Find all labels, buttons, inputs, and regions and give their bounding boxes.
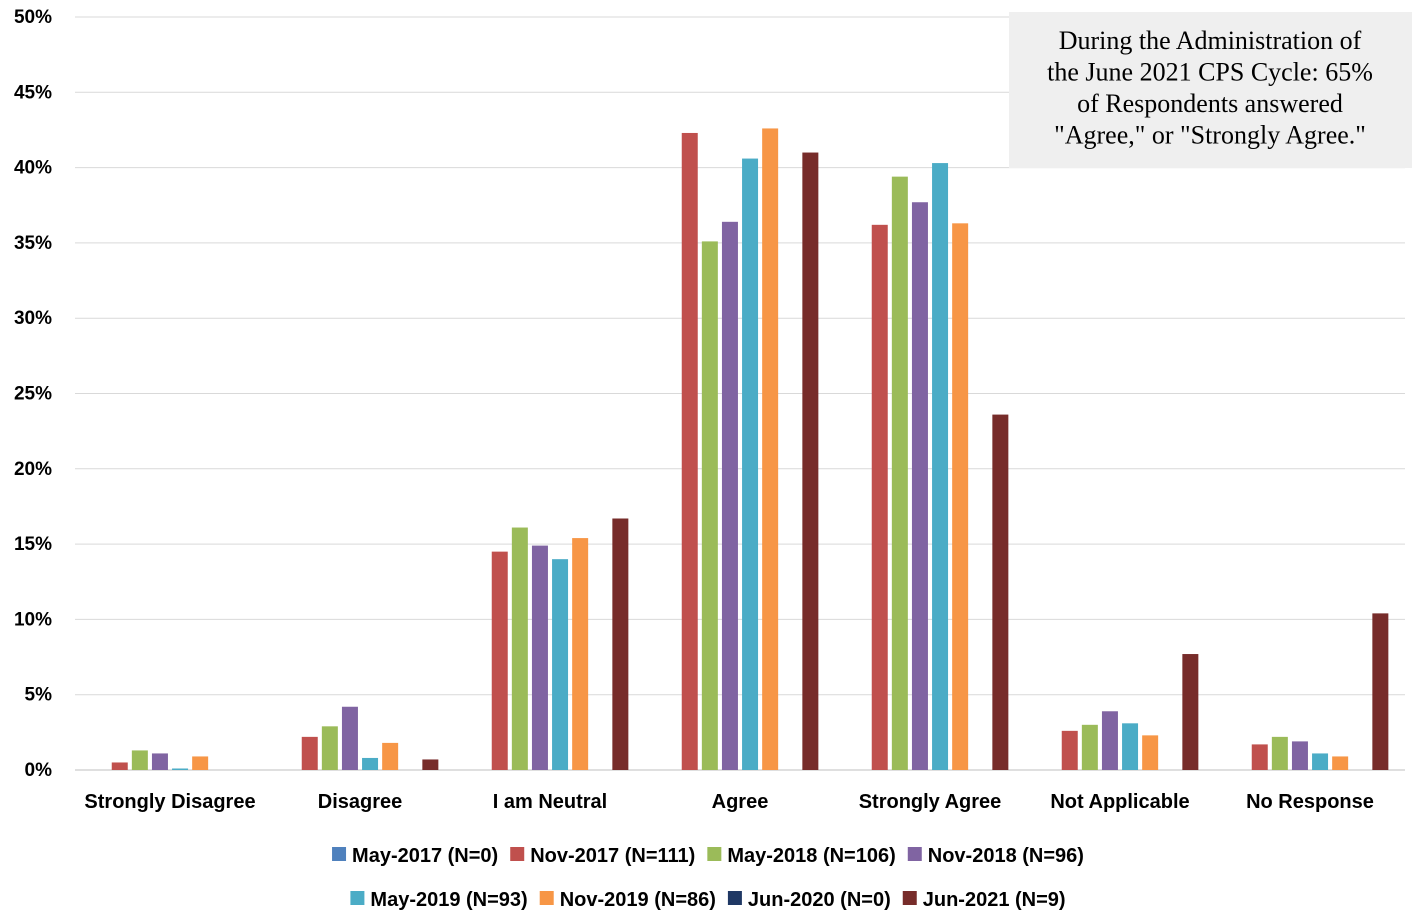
bar xyxy=(1312,753,1329,770)
legend-label: May-2018 (N=106) xyxy=(727,845,895,867)
y-tick-label: 40% xyxy=(14,158,52,179)
bar xyxy=(341,706,358,770)
bar xyxy=(382,742,399,770)
legend-swatch xyxy=(350,891,365,905)
annotation-line: During the Administration of xyxy=(1059,26,1362,55)
legend-swatch xyxy=(907,847,922,861)
x-category-label: Strongly Disagree xyxy=(84,791,255,813)
bar xyxy=(422,759,439,770)
legend-label: May-2017 (N=0) xyxy=(352,845,498,867)
legend-swatch xyxy=(510,847,525,861)
bar xyxy=(701,241,718,771)
y-tick-label: 35% xyxy=(14,233,52,254)
annotation-box: During the Administration of the June 202… xyxy=(1009,12,1412,168)
bar xyxy=(802,152,819,771)
legend-swatch xyxy=(707,847,722,861)
bar xyxy=(1182,654,1199,770)
bar xyxy=(1251,744,1268,770)
x-category-label: No Response xyxy=(1246,791,1374,813)
annotation-background xyxy=(1009,12,1412,168)
bar xyxy=(111,762,128,770)
bar xyxy=(1101,711,1118,770)
annotation-line: "Agree," or "Strongly Agree." xyxy=(1054,121,1366,150)
legend-swatch xyxy=(332,847,347,861)
bar xyxy=(911,202,928,770)
annotation-line: the June 2021 CPS Cycle: 65% xyxy=(1047,58,1373,87)
annotation-line: of Respondents answered xyxy=(1077,89,1343,118)
bar xyxy=(1271,736,1288,770)
legend-label: Jun-2021 (N=9) xyxy=(923,889,1066,911)
y-tick-label: 45% xyxy=(14,82,52,103)
bar xyxy=(531,545,548,770)
bar xyxy=(1372,613,1389,770)
bar xyxy=(301,736,318,770)
y-tick-label: 5% xyxy=(25,685,53,706)
bar xyxy=(1122,723,1139,770)
x-category-label: Disagree xyxy=(318,791,403,813)
bar xyxy=(1081,724,1098,770)
legend-swatch xyxy=(539,891,554,905)
bar xyxy=(891,176,908,771)
bar xyxy=(871,224,888,770)
bar xyxy=(362,757,379,770)
y-tick-label: 30% xyxy=(14,308,52,329)
legend-label: Nov-2018 (N=96) xyxy=(928,845,1084,867)
bar xyxy=(681,132,698,770)
y-tick-label: 0% xyxy=(25,760,53,781)
bar xyxy=(1291,741,1308,770)
bar xyxy=(1061,730,1078,770)
legend-label: Nov-2017 (N=111) xyxy=(530,845,695,867)
bar xyxy=(932,163,949,770)
bar xyxy=(1142,735,1159,770)
legend-label: May-2019 (N=93) xyxy=(370,889,527,911)
y-tick-label: 50% xyxy=(14,7,52,28)
y-tick-label: 15% xyxy=(14,534,52,555)
y-tick-label: 25% xyxy=(14,384,52,405)
bar xyxy=(762,128,779,771)
bar xyxy=(612,518,629,770)
legend-swatch xyxy=(727,891,742,905)
y-axis-ticks: 0% 5% 10% 15% 20% 25% 30% 35% 40% 45% 50% xyxy=(14,7,52,781)
x-axis-categories: Strongly Disagree Disagree I am Neutral Agr… xyxy=(84,791,1373,813)
bar xyxy=(321,726,338,770)
x-category-label: I am Neutral xyxy=(493,791,607,813)
x-category-label: Agree xyxy=(712,791,769,813)
bars xyxy=(111,128,1389,771)
legend-label: Nov-2019 (N=86) xyxy=(560,889,716,911)
bar xyxy=(511,527,528,770)
y-tick-label: 20% xyxy=(14,459,52,480)
legend-label: Jun-2020 (N=0) xyxy=(748,889,891,911)
bar xyxy=(572,538,589,770)
bar xyxy=(992,414,1009,770)
x-category-label: Not Applicable xyxy=(1050,791,1189,813)
bar xyxy=(952,223,969,770)
bar xyxy=(491,551,508,770)
x-category-label: Strongly Agree xyxy=(859,791,1002,813)
bar xyxy=(742,158,759,771)
bar xyxy=(721,221,738,771)
bar xyxy=(151,753,168,770)
bar xyxy=(1332,756,1349,770)
legend: May-2017 (N=0) Nov-2017 (N=111) May-2018 (… xyxy=(332,845,1084,911)
y-tick-label: 10% xyxy=(14,609,52,630)
legend-swatch xyxy=(902,891,917,905)
bar xyxy=(192,756,209,770)
bar xyxy=(131,750,148,770)
bar xyxy=(172,768,189,770)
bar xyxy=(552,559,569,770)
